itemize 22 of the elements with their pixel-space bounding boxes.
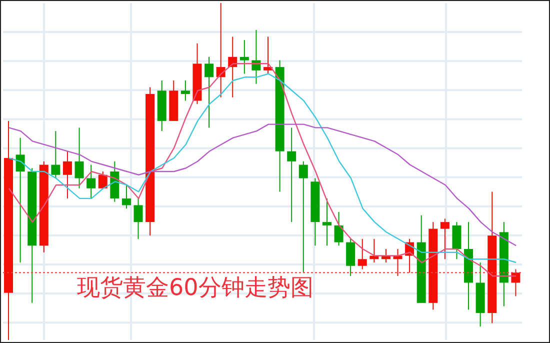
candlestick bbox=[62, 150, 72, 199]
candlestick bbox=[346, 238, 356, 276]
text: 现货黄金60分钟走势图 bbox=[77, 274, 314, 303]
candlestick bbox=[440, 218, 450, 260]
candlestick bbox=[51, 130, 60, 179]
candlestick bbox=[134, 198, 143, 240]
candlestick bbox=[298, 160, 308, 274]
candlestick bbox=[287, 127, 296, 223]
candlestick bbox=[16, 137, 25, 263]
candlestick bbox=[74, 127, 84, 189]
candlestick bbox=[322, 198, 332, 246]
candlestick bbox=[334, 211, 344, 246]
candlestick bbox=[86, 164, 96, 199]
candlestick bbox=[452, 222, 462, 260]
candlestick bbox=[122, 184, 131, 210]
candlestick bbox=[240, 40, 249, 74]
candlestick bbox=[180, 80, 190, 102]
candlestick bbox=[98, 171, 108, 189]
candlestick bbox=[204, 56, 214, 128]
candlestick bbox=[511, 268, 520, 297]
candlestick bbox=[264, 36, 272, 74]
candlestick bbox=[358, 238, 367, 270]
